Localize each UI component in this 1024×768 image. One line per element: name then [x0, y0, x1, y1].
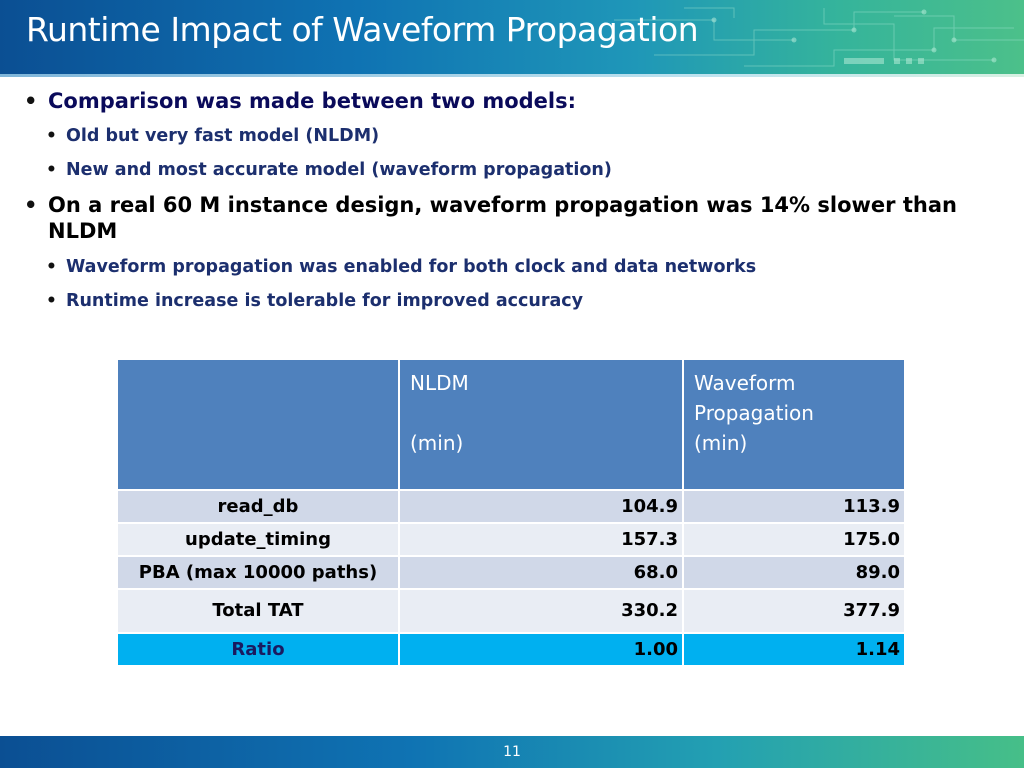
bullet-text: New and most accurate model (waveform pr…	[66, 160, 612, 180]
bullet-text: Comparison was made between two models:	[48, 89, 577, 113]
bullet-text: Runtime increase is tolerable for improv…	[66, 291, 584, 311]
nldm-value: 330.2	[398, 588, 684, 634]
waveform-value: 1.14	[682, 632, 906, 667]
bullet-dot-icon: •	[46, 257, 57, 277]
slide-title: Runtime Impact of Waveform Propagation	[26, 10, 699, 49]
row-label: PBA (max 10000 paths)	[116, 555, 400, 590]
bullet-text: Waveform propagation was enabled for bot…	[66, 257, 757, 277]
header-nldm-label: NLDM	[410, 371, 469, 395]
table-header-waveform: Waveform Propagation (min)	[682, 358, 906, 491]
table-header-corner	[116, 358, 400, 491]
waveform-value: 113.9	[682, 489, 906, 524]
table-header-nldm: NLDM (min)	[398, 358, 684, 491]
table-row: read_db 104.9 113.9	[116, 489, 906, 524]
nldm-value: 104.9	[398, 489, 684, 524]
runtime-table: NLDM (min) Waveform Propagation (min) re…	[116, 358, 906, 667]
bullet-level2: • Waveform propagation was enabled for b…	[24, 255, 984, 279]
bullet-dot-icon: •	[46, 160, 57, 180]
bullet-dot-icon: •	[46, 126, 57, 146]
bullet-level2: • New and most accurate model (waveform …	[24, 158, 984, 182]
table-row-total: Total TAT 330.2 377.9	[116, 588, 906, 634]
header-waveform-label-2: Propagation	[694, 401, 814, 425]
waveform-value: 89.0	[682, 555, 906, 590]
bullet-dot-icon: •	[24, 193, 38, 217]
row-label: update_timing	[116, 522, 400, 557]
row-label: Total TAT	[116, 588, 400, 634]
bullet-dot-icon: •	[46, 291, 57, 311]
waveform-value: 175.0	[682, 522, 906, 557]
title-underline	[0, 74, 1024, 77]
header-nldm-unit: (min)	[410, 431, 464, 455]
bullet-text: Old but very fast model (NLDM)	[66, 126, 380, 146]
bullet-dot-icon: •	[24, 89, 38, 113]
header-waveform-unit: (min)	[694, 431, 748, 455]
row-label: Ratio	[116, 632, 400, 667]
table-row-ratio: Ratio 1.00 1.14	[116, 632, 906, 667]
bullet-level2: • Runtime increase is tolerable for impr…	[24, 289, 984, 313]
title-banner: Runtime Impact of Waveform Propagation	[0, 0, 1024, 74]
waveform-value: 377.9	[682, 588, 906, 634]
nldm-value: 68.0	[398, 555, 684, 590]
table-header-row: NLDM (min) Waveform Propagation (min)	[116, 358, 906, 491]
bullet-level1: • Comparison was made between two models…	[24, 88, 984, 114]
row-label: read_db	[116, 489, 400, 524]
nldm-value: 157.3	[398, 522, 684, 557]
bullet-text: On a real 60 M instance design, waveform…	[48, 193, 957, 243]
header-waveform-label: Waveform	[694, 371, 796, 395]
circuit-pattern-decoration	[614, 7, 1024, 67]
header-spacer	[410, 398, 672, 428]
page-number: 11	[503, 744, 521, 760]
bullet-level2: • Old but very fast model (NLDM)	[24, 124, 984, 148]
table-row: update_timing 157.3 175.0	[116, 522, 906, 557]
bullet-list: • Comparison was made between two models…	[24, 88, 984, 313]
table-row: PBA (max 10000 paths) 68.0 89.0	[116, 555, 906, 590]
bullet-level1: • On a real 60 M instance design, wavefo…	[24, 192, 984, 244]
nldm-value: 1.00	[398, 632, 684, 667]
footer-banner	[0, 736, 1024, 768]
